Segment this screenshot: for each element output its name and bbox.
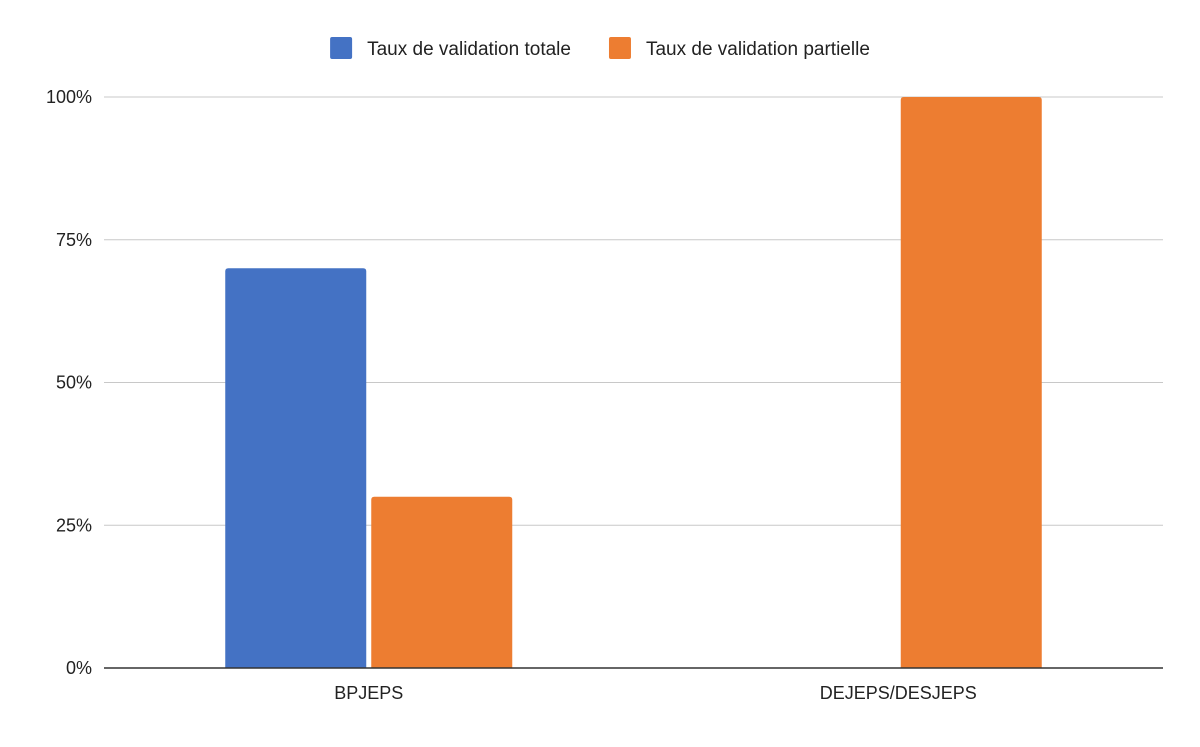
- legend-item-1[interactable]: Taux de validation totale: [330, 37, 571, 60]
- bar-bpjeps-series-2[interactable]: [371, 496, 513, 668]
- bars: [225, 97, 1042, 668]
- legend-label: Taux de validation partielle: [646, 39, 870, 60]
- y-tick-label: 0%: [66, 658, 92, 678]
- x-tick-label: DEJEPS/DESJEPS: [820, 683, 977, 703]
- y-tick-label: 25%: [56, 515, 92, 535]
- bar-dejeps-desjeps-series-2[interactable]: [900, 97, 1042, 668]
- y-tick-label: 50%: [56, 373, 92, 393]
- legend-label: Taux de validation totale: [367, 39, 571, 60]
- legend: Taux de validation totale Taux de validat…: [330, 37, 870, 60]
- axes: 0% 25% 50% 75% 100% BPJEPS DEJEPS/DESJEPS: [46, 87, 1163, 703]
- y-tick-label: 100%: [46, 87, 92, 107]
- bar-bpjeps-series-1[interactable]: [225, 268, 367, 668]
- y-tick-label: 75%: [56, 230, 92, 250]
- legend-swatch: [608, 37, 631, 59]
- x-tick-label: BPJEPS: [334, 683, 403, 703]
- legend-item-2[interactable]: Taux de validation partielle: [608, 37, 870, 60]
- legend-swatch: [330, 37, 353, 59]
